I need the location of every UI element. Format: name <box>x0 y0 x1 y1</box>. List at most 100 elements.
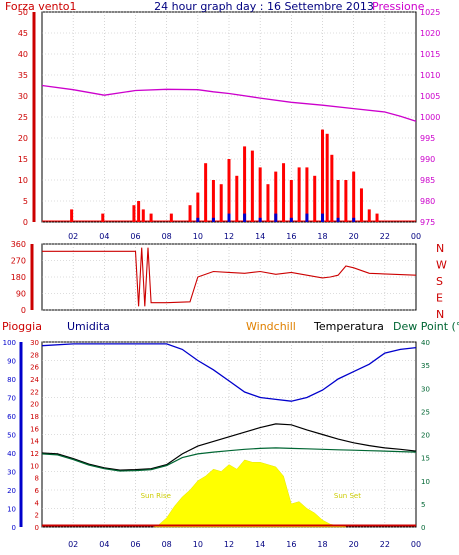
compass-label: S <box>436 275 443 288</box>
wind-pressure-panel: 5045403530252015105010251020101510101005… <box>5 0 440 241</box>
x-tick-label: 08 <box>162 540 172 549</box>
x-tick-label: 14 <box>255 540 265 549</box>
temperature-tick-label: 10 <box>421 478 430 486</box>
compass-label: N <box>436 308 444 321</box>
legend-label: Dew Point (°C <box>393 320 459 333</box>
wind-gust-bar <box>367 209 371 222</box>
rain-tick-label: 8 <box>35 475 39 483</box>
wind-gust-bar <box>282 163 286 222</box>
x-tick-label: 10 <box>193 232 203 241</box>
wind-speed-bar <box>196 217 200 222</box>
y-left-tick-label: 270 <box>11 257 26 266</box>
humidity-tick-label: 100 <box>3 339 16 347</box>
wind-gust-bar <box>313 175 317 222</box>
temperature-tick-label: 25 <box>421 408 430 416</box>
humidity-tick-label: 80 <box>7 376 16 384</box>
humidity-tick-label: 0 <box>12 524 16 532</box>
sun-annotation: Sun Set <box>334 492 361 500</box>
x-tick-label: 16 <box>286 540 296 549</box>
y-left-tick-label: 90 <box>16 290 26 299</box>
temperature-tick-label: 0 <box>421 524 425 532</box>
wind-gust-bar <box>227 159 231 222</box>
y-left-tick-label: 35 <box>18 71 28 80</box>
wind-gust-bar <box>243 146 247 222</box>
y-left-tick-label: 45 <box>18 29 28 38</box>
temperature-tick-label: 40 <box>421 339 430 347</box>
y-right-tick-label: 985 <box>420 176 435 185</box>
rain-humidity-temperature-panel: Pioggia Umidita Windchill Temperatura Dew Po… <box>2 320 459 549</box>
y-left-tick-label: 0 <box>23 218 28 227</box>
y-left-tick-label: 360 <box>11 240 26 249</box>
rain-tick-label: 0 <box>35 524 39 532</box>
x-tick-label: 10 <box>193 540 203 549</box>
compass-label: N <box>436 242 444 255</box>
legend-label: Pioggia <box>2 320 42 333</box>
humidity-tick-label: 20 <box>7 487 16 495</box>
y-right-tick-label: 990 <box>420 155 435 164</box>
wind-gust-bar <box>258 167 262 222</box>
rain-tick-label: 22 <box>30 388 39 396</box>
rain-tick-label: 12 <box>30 450 39 458</box>
wind-gust-bar <box>211 180 215 222</box>
temperature-tick-label: 15 <box>421 455 430 463</box>
wind-gust-bar <box>359 188 363 222</box>
x-tick-label: 12 <box>224 232 234 241</box>
wind-speed-bar <box>258 217 262 222</box>
wind-gust-bar <box>141 209 145 222</box>
rain-tick-label: 4 <box>35 499 40 507</box>
wind-speed-bar <box>227 213 231 222</box>
wind-gust-bar <box>297 167 301 222</box>
wind-direction-line <box>42 247 417 307</box>
rain-tick-label: 16 <box>30 425 39 433</box>
y-right-tick-label: 1025 <box>420 8 440 17</box>
wind-gust-bar <box>169 213 173 222</box>
wind-gust-bar <box>149 213 153 222</box>
legend-label: Windchill <box>246 320 296 333</box>
y-right-tick-label: 1010 <box>420 71 440 80</box>
wind-gust-bar <box>132 205 136 222</box>
y-right-tick-label: 1000 <box>420 113 440 122</box>
humidity-tick-label: 30 <box>7 469 16 477</box>
wind-gust-bar <box>274 171 278 222</box>
temperature-tick-label: 35 <box>421 362 430 370</box>
wind-gust-bar <box>70 209 74 222</box>
humidity-tick-label: 60 <box>7 413 16 421</box>
rain-tick-label: 24 <box>30 376 39 384</box>
compass-label: W <box>436 259 447 272</box>
wind-gust-bar <box>325 133 329 222</box>
left-axis-title: Forza vento1 <box>5 0 77 13</box>
wind-gust-bar <box>289 180 293 222</box>
rain-tick-label: 28 <box>30 351 39 359</box>
y-left-tick-label: 20 <box>18 134 28 143</box>
humidity-tick-label: 40 <box>7 450 16 458</box>
wind-gust-bar <box>196 192 200 222</box>
rain-tick-label: 14 <box>30 438 39 446</box>
y-right-tick-label: 975 <box>420 218 435 227</box>
x-tick-label: 08 <box>162 232 172 241</box>
humidity-tick-label: 10 <box>7 506 16 514</box>
y-left-tick-label: 50 <box>18 8 28 17</box>
y-right-tick-label: 980 <box>420 197 435 206</box>
x-tick-label: 20 <box>349 232 359 241</box>
rain-tick-label: 30 <box>30 339 39 347</box>
wind-gust-bar <box>305 167 309 222</box>
x-tick-label: 02 <box>68 232 78 241</box>
rain-tick-label: 10 <box>30 462 39 470</box>
x-tick-label: 14 <box>255 232 265 241</box>
y-left-tick-label: 10 <box>18 176 28 185</box>
rain-tick-label: 20 <box>30 401 39 409</box>
wind-speed-bar <box>352 217 356 222</box>
wind-gust-bar <box>188 205 192 222</box>
x-tick-label: 00 <box>411 232 421 241</box>
wind-gust-bar <box>375 213 379 222</box>
x-tick-label: 06 <box>130 232 140 241</box>
x-tick-label: 18 <box>317 232 327 241</box>
y-left-tick-label: 5 <box>23 197 28 206</box>
rain-tick-label: 18 <box>30 413 39 421</box>
humidity-line <box>41 343 417 402</box>
x-tick-label: 12 <box>224 540 234 549</box>
y-left-tick-label: 40 <box>18 50 28 59</box>
pressure-line <box>41 84 417 122</box>
